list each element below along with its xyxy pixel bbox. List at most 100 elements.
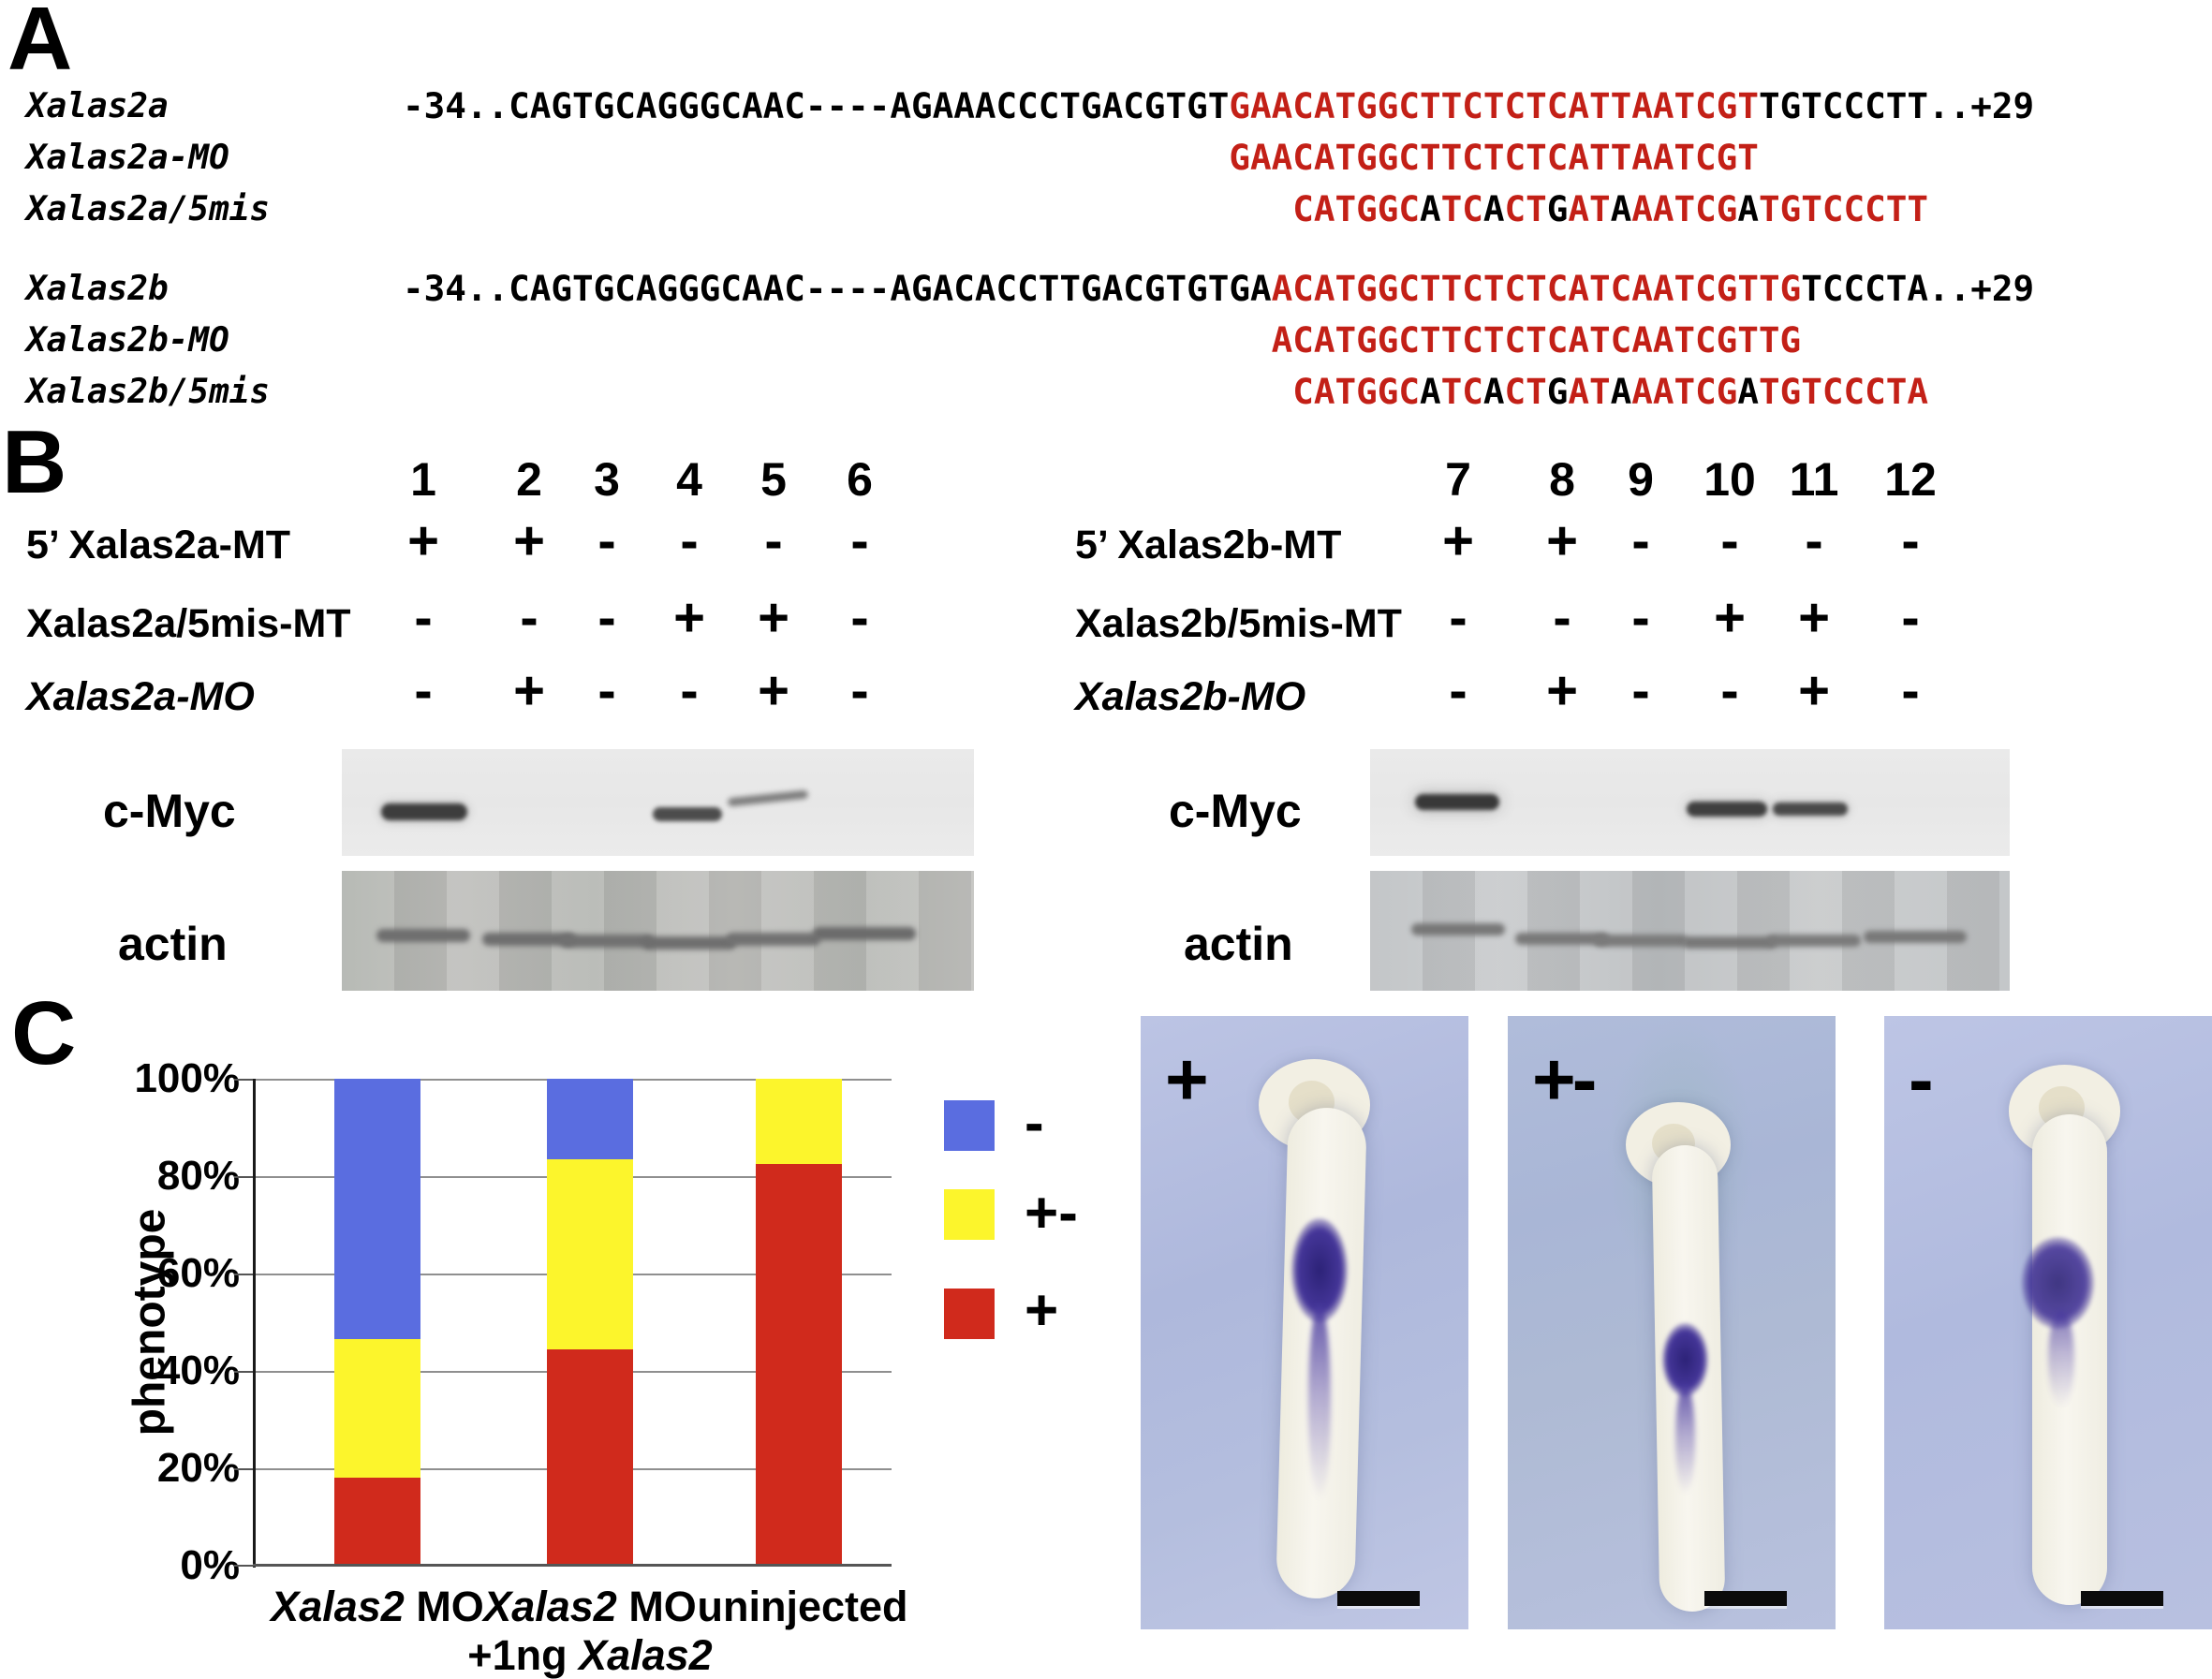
seq-segment: G — [1546, 188, 1569, 229]
panel-a-label: A — [7, 0, 72, 89]
blot-band — [1687, 802, 1767, 817]
condition-label: Xalas2b-MO — [1075, 674, 1306, 719]
seq-segment: TCCCTA..+29 — [1801, 268, 2035, 309]
scale-bar — [1704, 1591, 1787, 1606]
y-axis-line — [253, 1079, 256, 1568]
western-blot-cmyc-left — [342, 749, 974, 856]
sequence-line: CATGGCATCACTGATAAATCGATGTCCCTA — [403, 366, 1928, 418]
seq-segment: TC — [1440, 371, 1483, 412]
embryo-photo-plusminus: +- — [1508, 1016, 1836, 1629]
stacked-bar — [334, 1079, 420, 1566]
seq-row-name: Xalas2a-MO — [26, 139, 229, 177]
lane-number: 8 — [1549, 453, 1575, 506]
seq-segment: TC — [1440, 188, 1483, 229]
y-tick-label: 80% — [156, 1153, 240, 1199]
axis-tick — [234, 1274, 255, 1275]
condition-label: 5’ Xalas2a-MT — [26, 523, 291, 567]
phenotype-label: + — [1165, 1038, 1209, 1121]
blot-band — [381, 803, 467, 820]
seq-segment: CT — [1504, 188, 1547, 229]
seq-segment: AATCG — [1631, 188, 1738, 229]
panel-b-label: B — [2, 412, 66, 512]
x-axis-line — [253, 1564, 892, 1567]
axis-tick — [234, 1468, 255, 1470]
lane-sign: + — [513, 510, 545, 571]
blot-band — [1515, 933, 1609, 945]
seq-segment: CATGGC — [403, 371, 1420, 412]
seq-segment: A — [1610, 188, 1632, 229]
lane-sign: - — [1901, 660, 1920, 721]
lane-sign: + — [513, 660, 545, 721]
sequence-line: GAACATGGCTTCTCTCATTAATCGT — [403, 132, 1759, 184]
seq-segment: -34..CAGTGCAGGGCAAC----AGACACCTTGACGTGTG… — [403, 268, 1272, 309]
lane-sign: - — [850, 510, 869, 571]
seq-segment: A — [1610, 371, 1632, 412]
embryo-photo-minus: - — [1884, 1016, 2212, 1629]
sequence-line: ACATGGCTTCTCTCATCAATCGTTG — [403, 315, 1802, 366]
seq-segment: A — [1482, 371, 1505, 412]
purple-stain-trail — [1307, 1303, 1331, 1501]
x-category-label: Xalas2 MO — [271, 1583, 484, 1631]
lane-sign: + — [1442, 510, 1474, 571]
lane-number: 6 — [847, 453, 873, 506]
lane-sign: + — [758, 587, 789, 648]
condition-label: Xalas2a/5mis-MT — [26, 601, 351, 646]
legend-symbol: - — [1025, 1091, 1044, 1156]
x-label-gene: Xalas2 — [579, 1631, 713, 1679]
blot-band — [1767, 935, 1861, 947]
seq-segment: TGTCCCTT..+29 — [1758, 85, 2035, 126]
lane-sign: - — [1805, 510, 1823, 571]
lane-number: 10 — [1703, 453, 1756, 506]
blot-band — [1594, 935, 1688, 947]
lane-sign: + — [673, 587, 705, 648]
stacked-bar-chart — [234, 1079, 892, 1568]
seq-segment: CT — [1504, 371, 1547, 412]
x-category-label-line2: +1ng Xalas2 — [467, 1631, 712, 1679]
seq-segment: TGTCCCTT — [1758, 188, 1928, 229]
seq-segment: TGTCCCTA — [1758, 371, 1928, 412]
blot-band — [1411, 923, 1505, 935]
purple-stain-trail — [2048, 1310, 2074, 1409]
western-blot-cmyc-right — [1370, 749, 2010, 856]
lane-sign: + — [1798, 660, 1830, 721]
purple-stain-trail — [1674, 1384, 1695, 1495]
lane-sign: - — [850, 587, 869, 648]
stacked-bar — [756, 1079, 842, 1566]
seq-segment: GAACATGGCTTCTCTCATTAATCGT — [1229, 85, 1759, 126]
seq-row-name: Xalas2a — [26, 87, 169, 125]
seq-segment: A — [1737, 188, 1759, 229]
x-label-rest: uninjected — [697, 1583, 908, 1630]
seq-segment: CATGGC — [403, 188, 1420, 229]
legend-symbol: + — [1025, 1278, 1059, 1343]
blot-band — [1773, 803, 1848, 816]
lane-sign: - — [597, 660, 616, 721]
embryo-photo-plus: + — [1141, 1016, 1468, 1629]
y-tick-label: 60% — [156, 1250, 240, 1296]
bar-segment — [547, 1079, 633, 1159]
lane-number: 3 — [594, 453, 620, 506]
blot-band — [727, 933, 820, 946]
x-category-label: uninjected — [697, 1583, 907, 1631]
x-label-gene: Xalas2 — [271, 1583, 405, 1630]
lane-sign: - — [850, 660, 869, 721]
lane-number: 5 — [760, 453, 787, 506]
bar-segment — [756, 1164, 842, 1566]
blot-band — [1683, 936, 1777, 949]
condition-label: Xalas2a-MO — [26, 674, 255, 719]
lane-sign: - — [414, 660, 433, 721]
lane-sign: - — [597, 510, 616, 571]
lane-sign: - — [414, 587, 433, 648]
blot-label-cmyc: c-Myc — [1169, 785, 1302, 837]
x-category-label: Xalas2 MO — [483, 1583, 697, 1631]
lane-sign: - — [1553, 587, 1571, 648]
blot-band — [642, 936, 736, 950]
stacked-bar — [547, 1079, 633, 1566]
seq-row-name: Xalas2b — [26, 270, 169, 308]
lane-sign: + — [407, 510, 439, 571]
lane-number: 11 — [1789, 453, 1839, 506]
condition-label: Xalas2b/5mis-MT — [1075, 601, 1402, 646]
bar-segment — [334, 1478, 420, 1566]
legend-swatch-blue — [944, 1100, 995, 1151]
blot-band — [727, 789, 809, 807]
x-label-rest: MO — [404, 1583, 484, 1630]
